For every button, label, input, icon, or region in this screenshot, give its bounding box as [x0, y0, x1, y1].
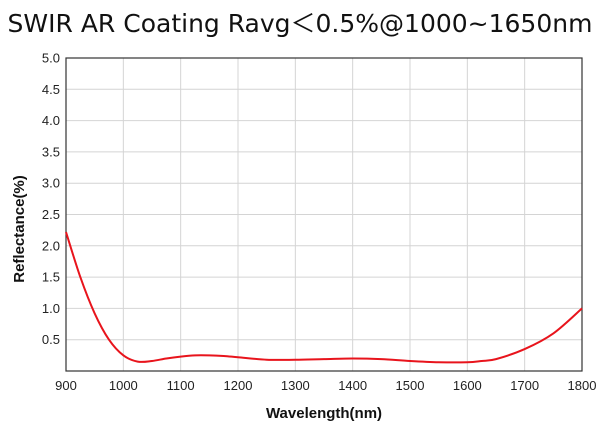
- y-tick-label: 5.0: [42, 51, 60, 66]
- y-tick-label: 4.0: [42, 113, 60, 128]
- x-tick-label: 1100: [167, 378, 195, 393]
- y-tick-label: 2.5: [42, 207, 60, 222]
- reflectance-curve: [65, 231, 583, 364]
- y-axis-label: Reflectance(%): [11, 175, 28, 283]
- x-tick-label: 1200: [224, 378, 253, 393]
- x-tick-label: 1600: [453, 378, 482, 393]
- y-tick-label: 1.5: [42, 270, 60, 285]
- y-axis-ticks: 0.5 1.0 1.5 2.0 2.5 3.0 3.5 4.0 4.5 5.0: [42, 51, 60, 348]
- chart-title: SWIR AR Coating Ravg＜0.5%@1000~1650nm: [7, 9, 593, 38]
- x-tick-label: 1400: [338, 378, 367, 393]
- x-axis-label: Wavelength(nm): [266, 405, 382, 422]
- grid-lines: [66, 58, 582, 371]
- x-axis-ticks: 900 1000 1100 1200 1300 1400 1500 1600 1700 1800: [55, 378, 596, 393]
- x-tick-label: 1000: [109, 378, 138, 393]
- x-tick-label: 1700: [510, 378, 539, 393]
- y-tick-label: 2.0: [42, 238, 60, 253]
- y-tick-label: 3.0: [42, 176, 60, 191]
- plot-frame: [65, 57, 583, 372]
- x-tick-label: 900: [55, 378, 77, 393]
- y-tick-label: 1.0: [42, 301, 60, 316]
- x-tick-label: 1300: [281, 378, 310, 393]
- y-tick-label: 4.5: [42, 82, 60, 97]
- y-tick-label: 3.5: [42, 144, 60, 159]
- x-tick-label: 1500: [396, 378, 425, 393]
- x-tick-label: 1800: [568, 378, 597, 393]
- y-tick-label: 0.5: [42, 332, 60, 347]
